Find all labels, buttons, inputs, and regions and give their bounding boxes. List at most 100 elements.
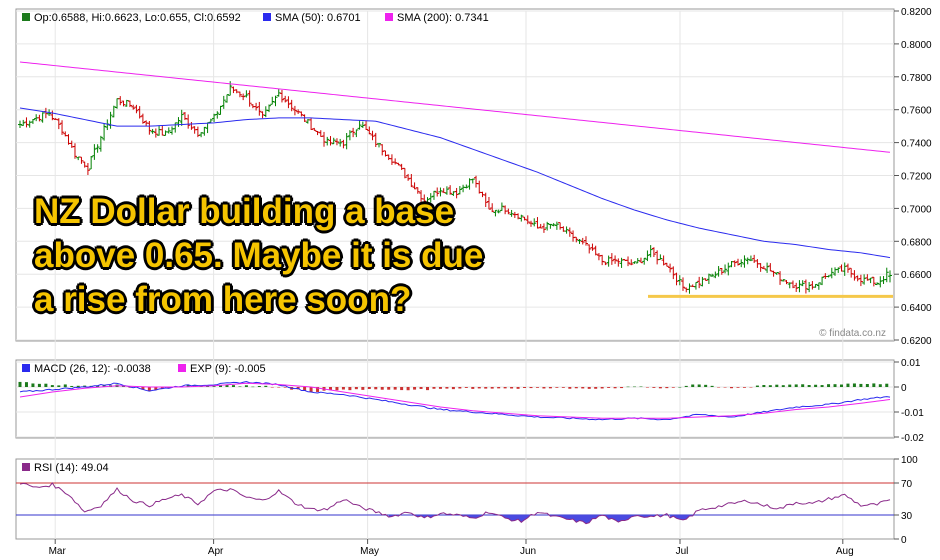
ohlc-bar: [95, 144, 100, 153]
macd-tick-label: 0.01: [901, 358, 921, 369]
price-tick-label: 0.8200: [901, 7, 932, 18]
macd-histogram-bar: [283, 387, 287, 388]
ohlc-bar: [829, 267, 834, 279]
ohlc-bar: [334, 138, 339, 146]
macd-histogram-bar: [83, 385, 87, 387]
ohlc-bar: [593, 245, 598, 256]
ohlc-bar: [784, 280, 789, 285]
ohlc-bar: [279, 89, 284, 103]
ohlc-bar: [800, 280, 805, 287]
ohlc-bar: [486, 196, 491, 210]
ohlc-bar: [254, 102, 259, 111]
macd-histogram-bar: [852, 383, 856, 387]
ohlc-bar: [102, 123, 107, 141]
ohlc-bar: [661, 255, 666, 266]
ohlc-bar: [257, 101, 262, 116]
ohlc-bar: [845, 263, 850, 273]
ohlc-bar: [635, 258, 640, 264]
rsi-panel-frame: [15, 458, 895, 540]
ohlc-bar: [619, 257, 624, 268]
ohlc-bar: [360, 121, 365, 128]
ohlc-bar: [79, 156, 84, 164]
macd-histogram-bar: [335, 387, 339, 391]
macd-histogram-bar: [574, 387, 578, 389]
macd-histogram-bar: [212, 386, 216, 387]
macd-histogram-bar: [607, 387, 611, 388]
macd-histogram-bar: [464, 387, 468, 388]
ohlc-bar: [406, 173, 411, 181]
ohlc-bar: [396, 162, 401, 166]
ohlc-bar: [376, 143, 381, 148]
macd-histogram-bar: [788, 384, 792, 387]
ohlc-bar: [703, 278, 708, 281]
ohlc-bar: [72, 143, 77, 159]
macd-histogram-bar: [451, 387, 455, 390]
ohlc-bar: [18, 120, 22, 129]
macd-histogram-bar: [238, 386, 242, 387]
ohlc-bar: [454, 187, 459, 199]
ohlc-bar: [858, 274, 863, 287]
ohlc-bar: [441, 188, 446, 194]
macd-histogram-bar: [723, 387, 727, 388]
ohlc-bar: [24, 117, 29, 128]
ohlc-bar: [732, 260, 737, 267]
ohlc-bar: [373, 132, 378, 148]
macd-histogram-bar: [626, 386, 630, 388]
ohlc-bar: [98, 135, 103, 152]
ohlc-bar: [648, 245, 653, 258]
macd-histogram-bar: [426, 387, 430, 391]
ohlc-bar: [509, 209, 514, 217]
macd-layer: [18, 381, 891, 421]
ohlc-bar: [412, 182, 417, 190]
ohlc-bar: [603, 261, 608, 266]
ohlc-bar: [357, 120, 362, 130]
macd-histogram-bar: [277, 387, 281, 388]
ohlc-bar: [140, 113, 145, 124]
macd-histogram-bar: [697, 384, 701, 387]
ohlc-bar: [118, 96, 123, 106]
macd-histogram-bar: [814, 384, 818, 387]
ohlc-bar: [309, 118, 314, 130]
macd-histogram-bar: [523, 387, 527, 389]
ohlc-bar: [716, 266, 721, 277]
macd-histogram-bar: [445, 387, 449, 389]
ohlc-bar: [435, 187, 440, 197]
ohlc-bar: [525, 215, 530, 225]
macd-histogram-bar: [652, 387, 656, 388]
ohlc-bar: [60, 120, 65, 135]
ohlc-bar: [567, 227, 572, 237]
ohlc-bar: [286, 96, 291, 109]
ohlc-bar: [270, 96, 275, 105]
ohlc-bar: [237, 91, 242, 98]
macd-histogram-bar: [367, 387, 371, 389]
ohlc-bar: [739, 259, 744, 268]
rsi-oversold-fill: [463, 515, 486, 519]
ohlc-bar: [609, 253, 614, 265]
macd-histogram-bar: [730, 387, 734, 389]
macd-histogram-bar: [400, 387, 404, 391]
macd-histogram-bar: [620, 387, 624, 389]
ohlc-bar: [577, 239, 582, 244]
ohlc-bar: [89, 155, 94, 170]
ohlc-bar: [551, 223, 556, 227]
ohlc-bar: [283, 95, 288, 103]
macd-histogram-bar: [303, 387, 307, 391]
macd-histogram-bar: [270, 387, 274, 388]
ohlc-bar: [768, 263, 773, 272]
month-tick-label: Aug: [836, 546, 854, 557]
macd-histogram-bar: [755, 385, 759, 387]
ohlc-bar: [706, 273, 711, 285]
ohlc-bar: [758, 263, 763, 272]
macd-histogram-bar: [374, 387, 378, 390]
ohlc-bar: [613, 255, 618, 264]
macd-histogram-bar: [44, 383, 48, 387]
month-tick-label: Jul: [676, 546, 689, 557]
ohlc-bar: [393, 158, 398, 165]
ohlc-bar: [797, 280, 802, 293]
macd-histogram-bar: [219, 385, 223, 387]
macd-histogram-bar: [31, 383, 35, 387]
ohlc-bar: [735, 258, 740, 266]
sma50-line: [19, 107, 891, 259]
ohlc-bar: [693, 281, 698, 290]
ohlc-bar: [632, 261, 637, 264]
